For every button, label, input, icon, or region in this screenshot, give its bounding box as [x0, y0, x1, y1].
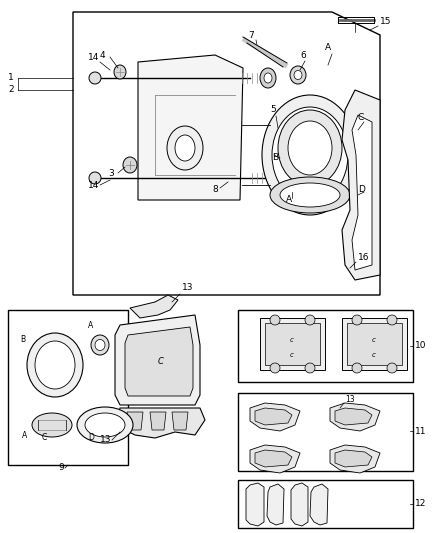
Polygon shape: [125, 327, 193, 396]
Text: B: B: [272, 152, 278, 161]
Text: 12: 12: [415, 499, 426, 508]
Ellipse shape: [262, 95, 358, 215]
Polygon shape: [260, 318, 325, 370]
Text: 13: 13: [345, 395, 355, 405]
Polygon shape: [342, 318, 407, 370]
Text: c: c: [372, 337, 376, 343]
Ellipse shape: [288, 121, 332, 175]
Ellipse shape: [95, 340, 105, 351]
Text: C: C: [158, 358, 164, 367]
Polygon shape: [130, 295, 178, 318]
Polygon shape: [255, 408, 292, 425]
Text: 16: 16: [358, 254, 370, 262]
Ellipse shape: [280, 183, 340, 207]
Ellipse shape: [35, 341, 75, 389]
Text: D: D: [358, 185, 365, 195]
Polygon shape: [347, 323, 402, 365]
Ellipse shape: [114, 65, 126, 79]
Ellipse shape: [175, 135, 195, 161]
Circle shape: [352, 363, 362, 373]
Polygon shape: [335, 408, 372, 425]
Polygon shape: [115, 408, 205, 438]
Polygon shape: [291, 483, 308, 526]
Text: 14: 14: [88, 52, 99, 61]
Bar: [238, 393, 413, 471]
Ellipse shape: [85, 413, 125, 437]
Ellipse shape: [260, 68, 276, 88]
Ellipse shape: [27, 333, 83, 397]
Polygon shape: [138, 55, 243, 200]
Text: A: A: [286, 196, 292, 205]
Circle shape: [89, 72, 101, 84]
Bar: [238, 480, 413, 528]
Text: 3: 3: [108, 168, 114, 177]
Ellipse shape: [289, 184, 295, 192]
Polygon shape: [342, 90, 380, 280]
Text: A: A: [88, 320, 93, 329]
Ellipse shape: [272, 107, 348, 203]
Polygon shape: [250, 403, 300, 431]
Circle shape: [270, 315, 280, 325]
Ellipse shape: [264, 73, 272, 83]
Text: c: c: [290, 337, 294, 343]
Text: 7: 7: [248, 30, 254, 39]
Polygon shape: [330, 403, 380, 431]
Circle shape: [387, 363, 397, 373]
Text: C: C: [358, 114, 364, 123]
Text: 1: 1: [8, 74, 14, 83]
Polygon shape: [172, 412, 188, 430]
Bar: [238, 310, 413, 382]
Circle shape: [89, 172, 101, 184]
Text: 13: 13: [182, 284, 194, 293]
Ellipse shape: [294, 70, 302, 79]
Circle shape: [270, 363, 280, 373]
Text: 14: 14: [88, 181, 99, 190]
Text: 9: 9: [58, 464, 64, 472]
Ellipse shape: [167, 126, 203, 170]
Polygon shape: [352, 115, 372, 270]
Text: c: c: [372, 352, 376, 358]
Polygon shape: [267, 484, 284, 525]
Polygon shape: [265, 323, 320, 365]
Polygon shape: [246, 483, 264, 526]
Text: c: c: [290, 352, 294, 358]
Text: 15: 15: [380, 18, 392, 27]
Ellipse shape: [91, 335, 109, 355]
Polygon shape: [330, 445, 380, 473]
Ellipse shape: [278, 110, 342, 186]
Circle shape: [305, 315, 315, 325]
Text: C: C: [42, 432, 47, 441]
Polygon shape: [127, 412, 143, 430]
Ellipse shape: [285, 180, 299, 196]
Circle shape: [305, 363, 315, 373]
Text: 6: 6: [300, 51, 306, 60]
Ellipse shape: [123, 157, 137, 173]
Text: 13: 13: [100, 435, 112, 445]
Ellipse shape: [290, 66, 306, 84]
Text: 5: 5: [270, 106, 276, 115]
Text: D: D: [88, 432, 94, 441]
Polygon shape: [73, 12, 380, 295]
Text: A: A: [22, 431, 27, 440]
Polygon shape: [250, 445, 300, 473]
Text: 8: 8: [212, 185, 218, 195]
Ellipse shape: [270, 177, 350, 213]
Text: 11: 11: [415, 426, 427, 435]
Polygon shape: [150, 412, 166, 430]
Ellipse shape: [77, 407, 133, 443]
Text: 10: 10: [415, 342, 427, 351]
Text: B: B: [20, 335, 25, 344]
Bar: [8, 310, 128, 465]
Text: 2: 2: [8, 85, 14, 94]
Circle shape: [387, 315, 397, 325]
Text: 4: 4: [100, 51, 106, 60]
Polygon shape: [310, 484, 328, 525]
Ellipse shape: [32, 413, 72, 437]
Polygon shape: [255, 450, 292, 467]
Polygon shape: [335, 450, 372, 467]
Text: A: A: [325, 44, 331, 52]
Polygon shape: [115, 315, 200, 405]
Circle shape: [352, 315, 362, 325]
